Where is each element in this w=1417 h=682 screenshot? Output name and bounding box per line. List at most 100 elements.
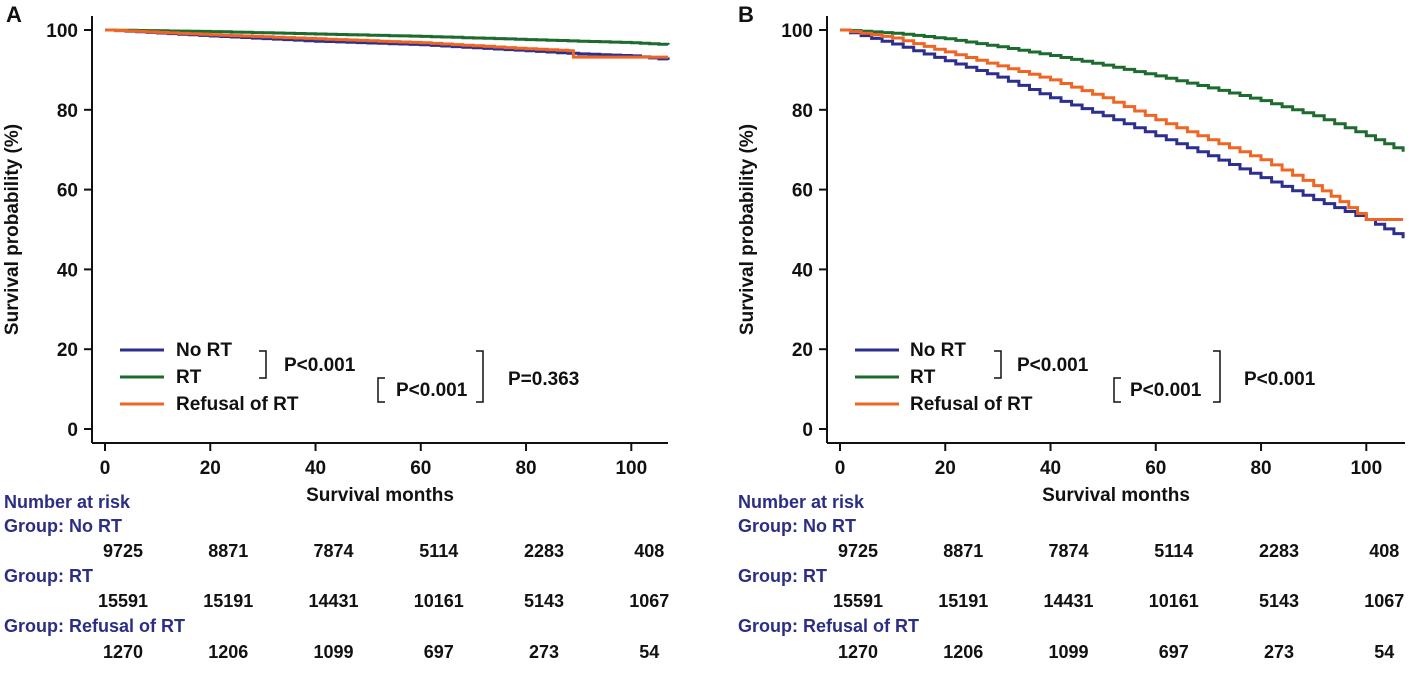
y-tick-label: 60 — [792, 181, 813, 202]
p-value-label: P<0.001 — [284, 355, 356, 376]
significance-bracket — [259, 350, 267, 379]
risk-count: 54 — [639, 642, 660, 662]
x-tick-label: 80 — [515, 458, 536, 479]
risk-count: 1067 — [1364, 591, 1405, 611]
risk-count: 1206 — [943, 642, 984, 662]
risk-count: 15591 — [97, 591, 149, 611]
risk-group-label: Group: Refusal of RT — [4, 616, 185, 636]
series-line-refusal-of-rt — [105, 28, 669, 59]
risk-count: 1270 — [102, 642, 144, 662]
series-line-rt — [840, 28, 1405, 152]
x-tick-label: 40 — [1040, 458, 1061, 479]
panel-label: A — [6, 2, 22, 27]
x-tick-label: 60 — [410, 458, 431, 479]
y-tick-label: 100 — [781, 21, 813, 42]
risk-count: 54 — [1374, 642, 1395, 662]
x-axis-label: Survival months — [1042, 485, 1190, 506]
x-tick-label: 0 — [835, 458, 846, 479]
x-tick-label: 20 — [935, 458, 956, 479]
risk-count: 2283 — [524, 541, 565, 561]
risk-table-title: Number at risk — [4, 492, 131, 512]
legend-label: RT — [176, 367, 202, 388]
legend-label: Refusal of RT — [910, 394, 1033, 415]
y-tick-label: 40 — [57, 260, 78, 281]
risk-count: 14431 — [308, 591, 359, 611]
panel-b: B 0 20 40 60 80 100 0 20 40 60 80 100 Survival months… — [737, 2, 1405, 506]
risk-count: 408 — [1369, 541, 1400, 561]
risk-count: 697 — [1158, 642, 1189, 662]
y-tick-label: 20 — [57, 340, 78, 361]
risk-count: 7874 — [313, 541, 354, 561]
risk-count: 408 — [634, 541, 665, 561]
significance-bracket — [1113, 377, 1121, 403]
series-line-refusal-of-rt — [840, 28, 1404, 221]
x-tick-label: 100 — [1350, 458, 1382, 479]
y-tick-label: 80 — [792, 101, 813, 122]
x-tick-label: 20 — [200, 458, 221, 479]
risk-count: 8871 — [943, 541, 984, 561]
y-axis-label: Survival probability (%) — [737, 124, 758, 335]
series-line-rt — [105, 28, 670, 46]
risk-group-label: Group: RT — [738, 566, 827, 586]
panel-label: B — [738, 2, 754, 27]
y-tick-label: 40 — [792, 260, 813, 281]
risk-count: 2283 — [1259, 541, 1300, 561]
y-tick-label: 0 — [67, 420, 78, 441]
series-line-no-rt — [840, 28, 1405, 239]
risk-count: 1099 — [1048, 642, 1089, 662]
risk-count: 10161 — [413, 591, 464, 611]
risk-table-title: Number at risk — [738, 492, 865, 512]
risk-count: 5114 — [419, 541, 459, 561]
y-tick-label: 80 — [57, 101, 78, 122]
y-tick-label: 100 — [46, 21, 78, 42]
x-tick-label: 0 — [100, 458, 111, 479]
risk-group-label: Group: Refusal of RT — [738, 616, 919, 636]
risk-count: 5143 — [524, 591, 565, 611]
x-axis-label: Survival months — [306, 485, 454, 506]
risk-count: 7874 — [1048, 541, 1089, 561]
p-value-label: P<0.001 — [1017, 355, 1089, 376]
risk-group-label: Group: RT — [4, 566, 93, 586]
risk-count: 1067 — [629, 591, 670, 611]
significance-bracket — [1213, 350, 1221, 403]
risk-count: 9725 — [102, 541, 144, 561]
p-value-label: P=0.363 — [508, 369, 579, 390]
risk-count: 1206 — [208, 642, 249, 662]
p-value-label: P<0.001 — [1244, 369, 1316, 390]
x-tick-label: 80 — [1250, 458, 1271, 479]
legend-label: No RT — [910, 340, 966, 361]
p-value-label: P<0.001 — [1130, 380, 1202, 401]
risk-group-label: Group: No RT — [4, 516, 122, 536]
y-tick-label: 20 — [792, 340, 813, 361]
risk-count: 273 — [529, 642, 560, 662]
risk-count: 5114 — [1154, 541, 1194, 561]
risk-count: 1270 — [837, 642, 879, 662]
risk-count: 1099 — [313, 642, 354, 662]
y-tick-label: 60 — [57, 181, 78, 202]
legend-label: Refusal of RT — [176, 394, 299, 415]
risk-count: 8871 — [208, 541, 249, 561]
y-axis-label: Survival probability (%) — [2, 124, 23, 335]
risk-group-label: Group: No RT — [738, 516, 856, 536]
risk-count: 5143 — [1259, 591, 1300, 611]
risk-count: 14431 — [1043, 591, 1094, 611]
risk-count: 697 — [423, 642, 454, 662]
risk-count: 10161 — [1148, 591, 1199, 611]
risk-count: 15191 — [203, 591, 254, 611]
significance-bracket — [377, 377, 385, 403]
risk-count: 15191 — [938, 591, 989, 611]
x-tick-label: 40 — [305, 458, 326, 479]
legend-label: No RT — [176, 340, 232, 361]
panel-a: A 0 20 40 60 80 100 0 20 40 60 80 100 Survival months… — [2, 2, 670, 506]
risk-count: 15591 — [832, 591, 884, 611]
x-tick-label: 60 — [1145, 458, 1166, 479]
significance-bracket — [476, 350, 484, 403]
risk-count: 9725 — [837, 541, 879, 561]
y-tick-label: 0 — [802, 420, 813, 441]
significance-bracket — [994, 350, 1002, 379]
x-tick-label: 100 — [615, 458, 647, 479]
risk-count: 273 — [1264, 642, 1295, 662]
p-value-label: P<0.001 — [396, 380, 468, 401]
legend-label: RT — [910, 367, 936, 388]
